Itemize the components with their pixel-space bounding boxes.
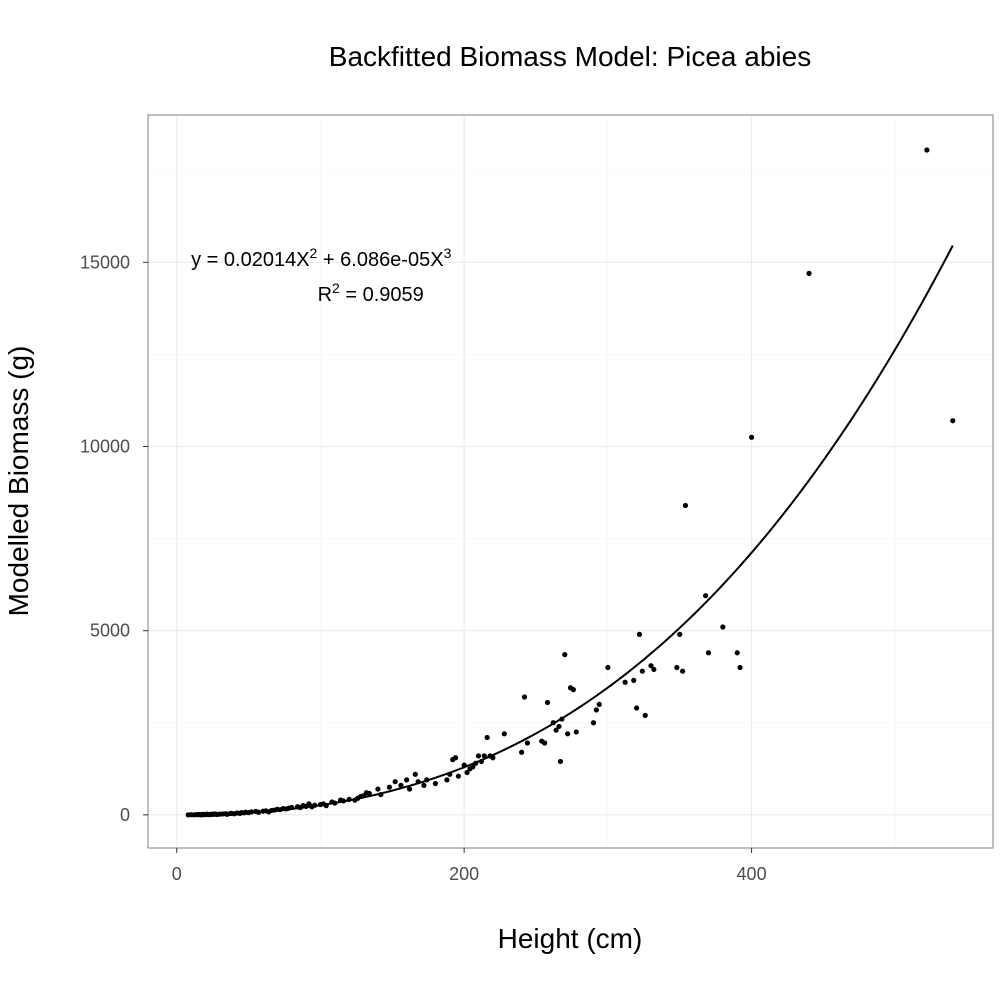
data-point: [553, 727, 559, 733]
x-tick-label: 0: [172, 864, 182, 884]
y-tick-label: 15000: [80, 252, 130, 272]
data-point: [596, 701, 602, 707]
data-point: [484, 734, 490, 741]
r-squared-annotation: R2 = 0.9059: [318, 280, 424, 306]
data-point: [398, 782, 404, 788]
y-tick-label: 10000: [80, 437, 130, 457]
data-point: [748, 434, 755, 440]
data-point: [950, 418, 956, 424]
grid-lines: [148, 115, 993, 848]
y-tick-label: 5000: [90, 621, 130, 641]
data-point: [455, 773, 462, 779]
data-point: [651, 666, 657, 672]
data-point: [542, 740, 548, 746]
data-point: [648, 663, 654, 669]
data-point: [421, 782, 427, 788]
data-point: [674, 664, 680, 671]
data-point: [366, 790, 372, 797]
x-tick-label: 200: [449, 864, 479, 884]
data-point: [501, 731, 507, 737]
data-point: [639, 668, 645, 674]
data-point: [590, 720, 597, 726]
equation-annotation: y = 0.02014X2 + 6.086e-05X3: [191, 245, 451, 271]
data-point: [404, 777, 410, 783]
data-point: [412, 771, 418, 777]
data-point: [444, 777, 450, 783]
x-tick-label: 400: [737, 864, 767, 884]
data-point: [386, 784, 393, 790]
data-point: [481, 753, 487, 759]
data-point: [524, 740, 530, 746]
data-point: [631, 677, 637, 684]
data-point: [677, 631, 683, 637]
data-point: [682, 502, 689, 509]
x-axis-title: Height (cm): [498, 923, 643, 954]
data-point: [622, 679, 628, 685]
data-point: [432, 780, 439, 787]
data-point: [593, 707, 599, 713]
data-point: [605, 664, 611, 671]
data-point: [392, 779, 398, 785]
data-point: [406, 786, 413, 792]
data-point: [557, 758, 564, 765]
data-point: [470, 764, 476, 770]
data-point: [375, 786, 381, 792]
data-point: [636, 631, 643, 637]
chart-title: Backfitted Biomass Model: Picea abies: [329, 41, 811, 72]
data-point: [556, 723, 562, 730]
data-point: [573, 729, 579, 735]
data-point: [705, 650, 712, 656]
data-point: [452, 755, 459, 761]
data-point: [521, 694, 528, 700]
data-point: [679, 668, 686, 674]
data-point: [562, 652, 568, 658]
data-point: [565, 731, 571, 737]
axis-ticks: 0 200 400 0 5000 10000 15000: [80, 252, 767, 884]
panel-border: [147, 114, 994, 849]
y-axis-title: Modelled Biomass (g): [3, 346, 34, 617]
data-point: [702, 593, 709, 599]
data-point: [734, 650, 740, 656]
data-point: [544, 699, 551, 706]
data-point: [570, 687, 576, 693]
data-point: [464, 769, 470, 776]
y-tick-label: 0: [120, 805, 130, 825]
data-point: [924, 147, 930, 153]
data-point: [642, 712, 648, 719]
fitted-curve: [188, 245, 954, 816]
data-point: [475, 753, 482, 759]
data-point: [634, 705, 640, 711]
data-point: [720, 624, 726, 630]
data-point: [806, 270, 812, 276]
data-point: [519, 749, 525, 755]
data-point: [737, 664, 743, 671]
